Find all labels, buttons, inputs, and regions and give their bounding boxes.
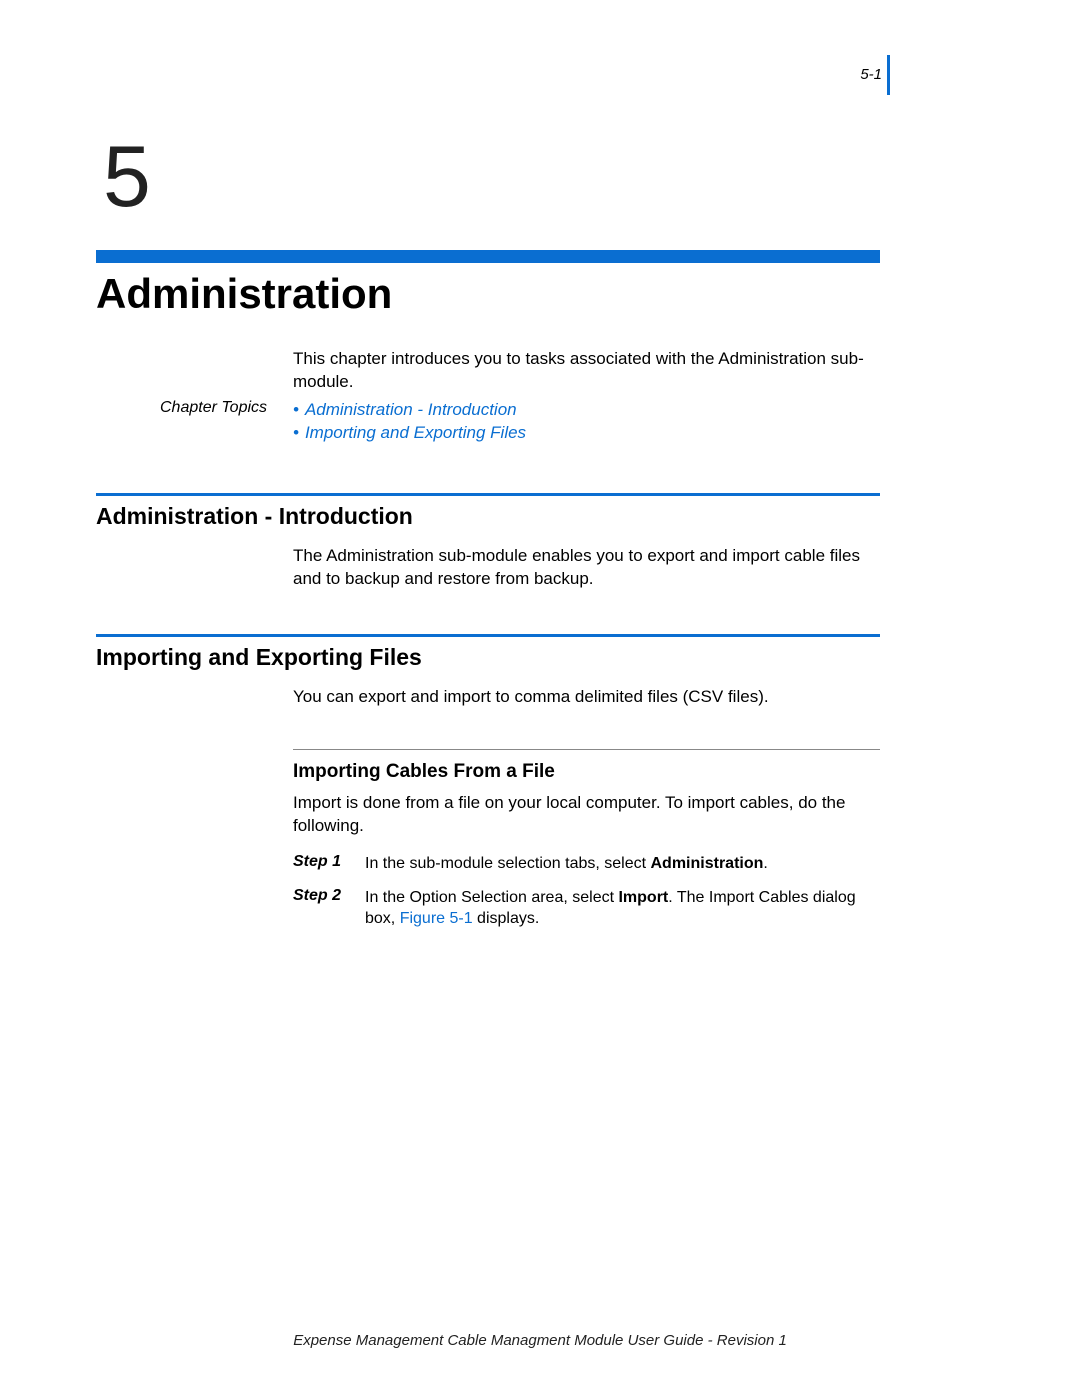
step-label: Step 2	[293, 887, 365, 905]
topic-link-text: Importing and Exporting Files	[305, 423, 526, 442]
step-text-fragment: displays.	[473, 910, 540, 927]
page-number-accent-bar	[887, 55, 890, 95]
section-heading: Importing and Exporting Files	[96, 644, 422, 671]
subsection-rule	[293, 749, 880, 750]
chapter-number: 5	[103, 128, 151, 227]
chapter-title-rule	[96, 250, 880, 263]
chapter-intro-paragraph: This chapter introduces you to tasks ass…	[293, 348, 883, 394]
chapter-topic-link[interactable]: • Administration - Introduction	[293, 399, 526, 422]
subsection-body: Import is done from a file on your local…	[293, 792, 883, 838]
step-item: Step 1 In the sub-module selection tabs,…	[293, 853, 883, 875]
section-rule	[96, 634, 880, 637]
step-text-bold: Import	[618, 889, 668, 906]
chapter-topic-link[interactable]: • Importing and Exporting Files	[293, 422, 526, 445]
step-text: In the sub-module selection tabs, select…	[365, 853, 768, 875]
section-rule	[96, 493, 880, 496]
bullet-icon: •	[293, 400, 299, 419]
section-heading: Administration - Introduction	[96, 503, 413, 530]
step-text-bold: Administration	[651, 855, 764, 872]
subsection-heading: Importing Cables From a File	[293, 761, 555, 783]
section-body: The Administration sub-module enables yo…	[293, 545, 883, 591]
page-footer: Expense Management Cable Managment Modul…	[0, 1332, 1080, 1349]
chapter-title: Administration	[96, 270, 392, 318]
figure-reference-link[interactable]: Figure 5-1	[400, 910, 473, 927]
topic-link-text: Administration - Introduction	[305, 400, 517, 419]
step-text-fragment: In the Option Selection area, select	[365, 889, 618, 906]
step-text: In the Option Selection area, select Imp…	[365, 887, 883, 930]
chapter-topics-list: • Administration - Introduction • Importin…	[293, 399, 526, 445]
step-label: Step 1	[293, 853, 365, 871]
step-item: Step 2 In the Option Selection area, sel…	[293, 887, 883, 930]
page-number: 5-1	[860, 66, 882, 83]
step-list: Step 1 In the sub-module selection tabs,…	[293, 853, 883, 942]
step-text-fragment: In the sub-module selection tabs, select	[365, 855, 651, 872]
step-text-fragment: .	[763, 855, 767, 872]
bullet-icon: •	[293, 423, 299, 442]
document-page: 5-1 5 Administration This chapter introd…	[0, 0, 1080, 1397]
section-body: You can export and import to comma delim…	[293, 686, 883, 709]
chapter-topics-label: Chapter Topics	[160, 399, 267, 417]
